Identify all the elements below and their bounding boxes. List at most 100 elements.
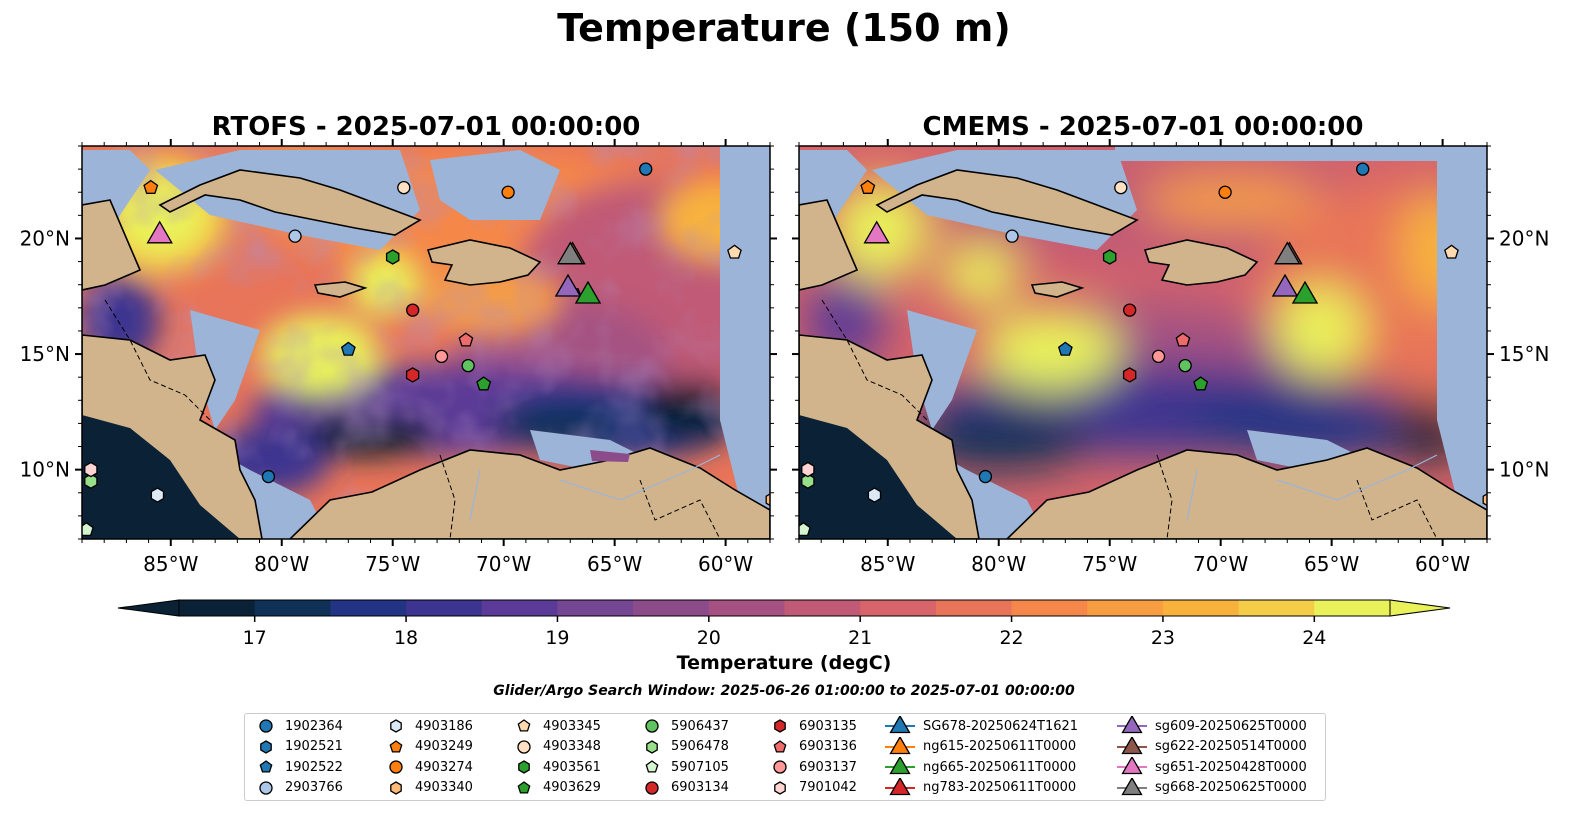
legend-item: sg622-20250514T0000 bbox=[1117, 736, 1322, 757]
argo-float-marker-cmems-10 bbox=[1102, 249, 1117, 265]
argo-float-marker-cmems-15 bbox=[1123, 303, 1137, 317]
legend-marker bbox=[1117, 757, 1147, 775]
glider-marker-rtofs-2 bbox=[556, 241, 584, 265]
legend-marker bbox=[885, 736, 915, 754]
map-panel-rtofs: 85°W 80°W 75°W 70°W 65°W 60°W 10°N 15°N 20°N bbox=[20, 139, 777, 576]
argo-float-marker-rtofs-5 bbox=[143, 179, 159, 194]
legend-marker bbox=[259, 719, 273, 733]
legend-marker-hexagon bbox=[390, 719, 402, 733]
legend-item: 6903137 bbox=[769, 757, 885, 777]
argo-float-marker-cmems-9 bbox=[1114, 180, 1128, 195]
legend-marker-circle bbox=[259, 780, 273, 795]
colorbar-segment bbox=[406, 600, 483, 616]
colorbar-extend-high bbox=[1389, 599, 1451, 617]
legend-marker bbox=[1117, 716, 1147, 734]
lon-tick-label: 60°W bbox=[698, 552, 753, 576]
legend-item: sg651-20250428T0000 bbox=[1117, 757, 1322, 777]
argo-float-marker-rtofs-3 bbox=[261, 469, 276, 484]
colorbar-segment bbox=[481, 600, 559, 616]
colorbar-tick-label: 21 bbox=[848, 627, 872, 649]
legend-marker-circle bbox=[517, 739, 531, 754]
map-panel-cmems: 85°W 80°W 75°W 70°W 65°W 60°W 10°N 15°N 20°N bbox=[792, 139, 1549, 576]
legend-label: 6903134 bbox=[671, 780, 729, 795]
lon-tick-label: 65°W bbox=[587, 552, 642, 576]
legend-marker-pentagon bbox=[517, 719, 531, 732]
argo-float-marker-rtofs-2 bbox=[340, 341, 356, 356]
argo-float-marker-rtofs-9 bbox=[397, 180, 411, 195]
legend-marker bbox=[517, 780, 531, 794]
legend-item: sg609-20250625T0000 bbox=[1117, 716, 1322, 736]
legend-item: 7901042 bbox=[769, 778, 885, 798]
legend-label: 6903135 bbox=[799, 718, 857, 734]
legend-label: sg651-20250428T0000 bbox=[1155, 759, 1307, 775]
argo-float-marker-rtofs-12 bbox=[461, 358, 475, 373]
legend-marker-hexagon bbox=[774, 780, 786, 795]
argo-float-marker-cmems-11 bbox=[1193, 376, 1209, 391]
colorbar-segment bbox=[860, 600, 937, 616]
argo-float-marker-rtofs-11 bbox=[476, 376, 492, 391]
argo-float-marker-cmems-12 bbox=[1178, 358, 1192, 373]
legend-item: 6903135 bbox=[769, 716, 885, 736]
glider-marker-cmems-0 bbox=[863, 220, 890, 244]
legend-marker bbox=[259, 780, 273, 795]
legend-marker-triangle bbox=[1121, 716, 1143, 734]
figure-title: Temperature (150 m) bbox=[557, 6, 1011, 50]
legend-label: 1902522 bbox=[285, 759, 343, 775]
argo-float-marker-cmems-14 bbox=[799, 521, 811, 537]
legend-label: sg609-20250625T0000 bbox=[1155, 718, 1307, 734]
legend-label: 5907105 bbox=[671, 759, 729, 775]
colorbar-segment bbox=[557, 600, 634, 616]
argo-float-marker-rtofs-14 bbox=[82, 521, 94, 537]
lon-tick-label: 75°W bbox=[1082, 552, 1137, 576]
legend-marker bbox=[259, 760, 273, 773]
panel-title-rtofs: RTOFS - 2025-07-01 00:00:00 bbox=[211, 112, 641, 142]
colorbar-tick-label: 17 bbox=[243, 627, 267, 649]
legend-marker-circle bbox=[259, 719, 273, 733]
legend-marker bbox=[885, 777, 915, 795]
panel-title-cmems: CMEMS - 2025-07-01 00:00:00 bbox=[922, 112, 1364, 142]
lat-tick-label: 20°N bbox=[20, 226, 70, 250]
legend-marker bbox=[885, 757, 915, 775]
argo-float-marker-cmems-4 bbox=[867, 487, 882, 503]
legend-label: 4903348 bbox=[543, 739, 601, 754]
legend-marker-hexagon bbox=[774, 719, 786, 733]
legend-label: sg622-20250514T0000 bbox=[1155, 739, 1307, 754]
legend-item: 4903186 bbox=[385, 716, 513, 736]
colorbar-tick-label: 20 bbox=[697, 627, 721, 649]
legend-item: 1902364 bbox=[255, 716, 385, 736]
legend-label: 4903249 bbox=[415, 739, 473, 754]
legend-item: 1902521 bbox=[255, 737, 385, 757]
legend-item: 4903249 bbox=[385, 737, 513, 757]
argo-float-marker-cmems-17 bbox=[1175, 332, 1191, 347]
legend-label: 6903136 bbox=[799, 739, 857, 754]
glider-marker-cmems-4 bbox=[1291, 280, 1319, 304]
legend-item: ng783-20250611T0000 bbox=[885, 777, 1117, 798]
legend-marker-circle bbox=[773, 760, 787, 774]
lon-tick-label: 80°W bbox=[254, 552, 309, 576]
argo-float-marker-cmems-3 bbox=[978, 469, 993, 484]
legend-item: 5906437 bbox=[641, 716, 769, 736]
argo-float-marker-rtofs-19 bbox=[84, 461, 98, 478]
legend-item: 2903766 bbox=[255, 778, 385, 798]
lon-tick-label: 60°W bbox=[1415, 552, 1470, 576]
colorbar-segment bbox=[1238, 600, 1315, 616]
colorbar-tick-label: 19 bbox=[545, 627, 569, 649]
argo-float-marker-cmems-2 bbox=[1057, 341, 1073, 356]
colorbar-segment bbox=[708, 600, 786, 616]
legend-marker bbox=[260, 739, 272, 754]
colorbar-segment bbox=[330, 600, 407, 616]
legend-marker-circle bbox=[645, 780, 659, 795]
legend-marker-hexagon bbox=[260, 739, 272, 754]
colorbar-tick-label: 18 bbox=[394, 627, 418, 649]
legend-marker bbox=[389, 739, 403, 753]
argo-float-marker-rtofs-4 bbox=[150, 487, 165, 503]
legend-marker-circle bbox=[389, 760, 403, 774]
legend-label: 4903340 bbox=[415, 780, 473, 795]
legend-item: SG678-20250624T1621 bbox=[885, 716, 1117, 736]
legend-marker-triangle bbox=[889, 757, 911, 775]
colorbar-segment bbox=[1314, 600, 1391, 616]
temperature-field-cmems bbox=[799, 146, 1487, 539]
glider-marker-rtofs-0 bbox=[146, 220, 173, 244]
lon-tick-label: 80°W bbox=[971, 552, 1026, 576]
legend-marker-pentagon bbox=[517, 780, 531, 794]
